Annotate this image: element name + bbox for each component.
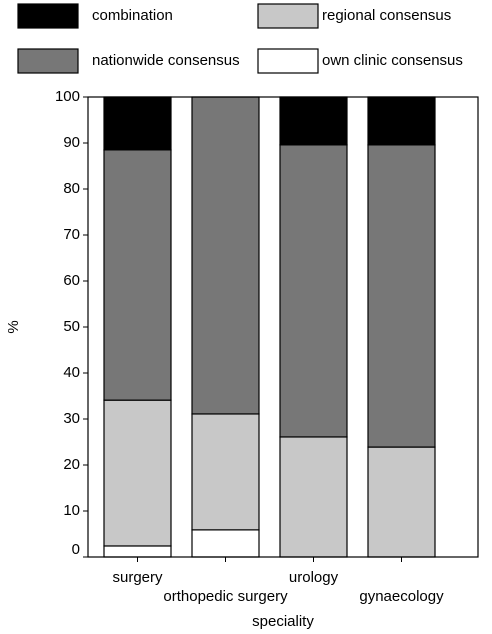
- bar-segment: [191, 529, 260, 558]
- legend-swatch: [17, 3, 79, 29]
- x-tick-label: orthopedic surgery: [163, 588, 288, 605]
- y-tick-label: 40: [63, 364, 80, 381]
- bar-segment: [103, 96, 172, 151]
- plot-frame: [87, 96, 479, 558]
- legend-label: combination: [92, 7, 173, 24]
- bar-segment: [279, 436, 348, 558]
- bar-segment: [103, 149, 172, 401]
- x-tick-label: urology: [289, 569, 339, 586]
- bar-segment: [191, 413, 260, 531]
- bar-segment: [367, 144, 436, 448]
- bar-segment: [103, 545, 172, 558]
- legend-label: regional consensus: [322, 7, 451, 24]
- bar-segment: [103, 399, 172, 547]
- y-tick-label: 50: [63, 318, 80, 335]
- bar-segment: [279, 144, 348, 438]
- x-tick-label: gynaecology: [359, 588, 444, 605]
- bar-segment: [279, 96, 348, 146]
- y-axis-label: %: [5, 320, 22, 333]
- y-tick-label: 70: [63, 226, 80, 243]
- y-tick-label: 60: [63, 272, 80, 289]
- y-tick-label: 100: [55, 88, 80, 105]
- legend-label: nationwide consensus: [92, 52, 240, 69]
- legend-swatch: [257, 3, 319, 29]
- x-axis-label: speciality: [252, 613, 314, 630]
- y-tick-label: 10: [63, 502, 80, 519]
- y-tick-label: 20: [63, 456, 80, 473]
- y-tick-label: 80: [63, 180, 80, 197]
- y-tick-label: 30: [63, 410, 80, 427]
- y-tick-label: 0: [72, 541, 80, 558]
- bar-segment: [367, 446, 436, 558]
- x-tick-label: surgery: [112, 569, 163, 586]
- bar-segment: [191, 96, 260, 415]
- bar-segment: [367, 96, 436, 146]
- legend-swatch: [257, 48, 319, 74]
- legend-swatch: [17, 48, 79, 74]
- legend-label: own clinic consensus: [322, 52, 463, 69]
- y-tick-label: 90: [63, 134, 80, 151]
